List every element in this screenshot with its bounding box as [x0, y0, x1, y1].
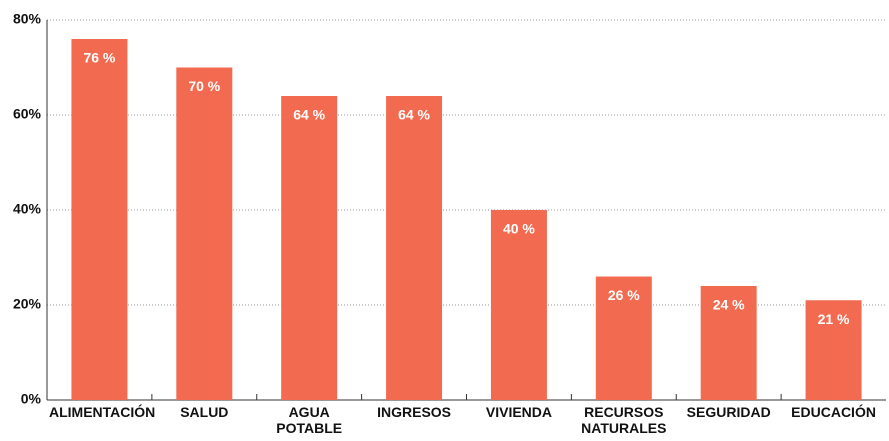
x-tick-label: EDUCACIÓN	[791, 404, 876, 420]
bar	[805, 300, 862, 400]
x-tick-label: AGUA POTABLE	[276, 404, 343, 436]
bar	[281, 96, 338, 400]
bar	[71, 39, 128, 400]
y-tick-label: 0%	[21, 391, 42, 407]
y-tick-label: 40%	[13, 201, 42, 217]
x-tick-label: RECURSOS NATURALES	[581, 404, 667, 436]
x-tick-label: INGRESOS	[377, 404, 452, 420]
bar	[595, 276, 652, 400]
value-label: 64 %	[398, 107, 430, 123]
value-label: 64 %	[293, 107, 325, 123]
x-tick-label: ALIMENTACIÓN	[49, 404, 156, 420]
bar	[700, 286, 757, 400]
bar	[490, 210, 547, 400]
bar	[176, 67, 233, 400]
value-label: 76 %	[83, 50, 115, 66]
value-label: 40 %	[503, 221, 535, 237]
y-tick-label: 20%	[13, 296, 42, 312]
y-tick-label: 80%	[13, 11, 42, 27]
value-label: 21 %	[818, 311, 850, 327]
value-label: 70 %	[188, 78, 220, 94]
x-tick-label: VIVIENDA	[485, 404, 552, 420]
x-tick-label: SEGURIDAD	[686, 404, 771, 420]
y-tick-label: 60%	[13, 106, 42, 122]
bar	[386, 96, 443, 400]
value-label: 24 %	[713, 297, 745, 313]
value-label: 26 %	[608, 287, 640, 303]
x-tick-label: SALUD	[180, 404, 229, 420]
